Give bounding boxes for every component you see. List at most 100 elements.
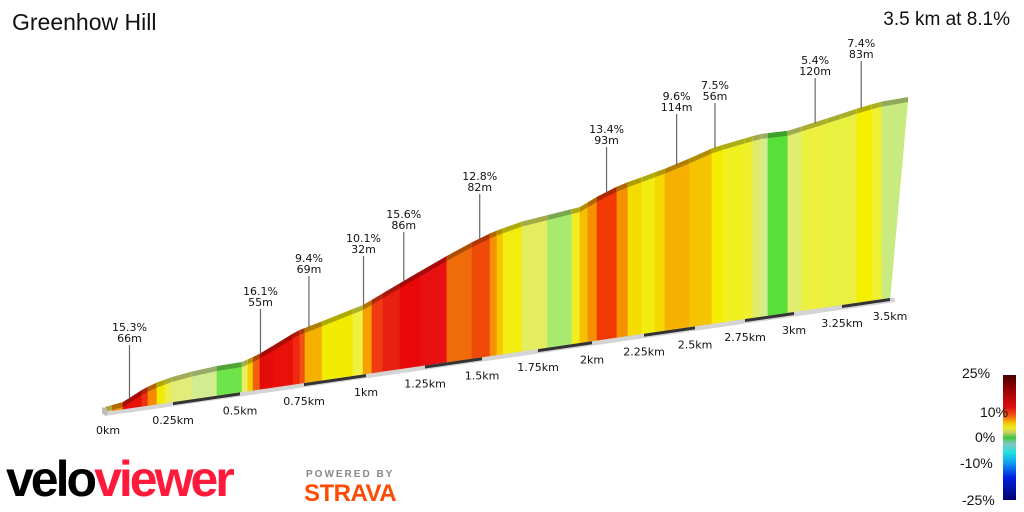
segment-top-surface [490,230,498,239]
veloviewer-logo[interactable]: veloviewer [6,450,235,508]
segment-top-surface [273,333,293,351]
gradient-annotations: 15.3%66m 16.1%55m 9.4%69m 10.1%32m 15.6%86m 1… [112,37,875,399]
segment-top-surface [547,209,572,221]
climb-summary: 3.5 km at 8.1% [883,9,1010,30]
segment-top-surface [165,377,172,385]
baseline-band [173,392,240,406]
legend-label-0: 0% [975,429,996,445]
segment-top-surface [299,327,305,335]
gradient-segment [502,222,523,355]
x-tick-label: 2.75km [724,331,766,344]
distance-baseline [102,298,895,416]
x-tick-label: 3.5km [873,310,908,323]
annotation-length: 120m [799,65,831,78]
annotation-grade: 7.4% [847,37,875,50]
segment-top-surface [322,308,354,327]
segment-top-surface [382,283,400,299]
annotation-length: 32m [351,243,376,256]
annotation-length: 69m [297,263,322,276]
gradient-segment [579,202,589,344]
annotation-grade: 15.3% [112,321,147,334]
gradient-segment [571,207,581,345]
logo-viewer: viewer [94,451,235,507]
x-tick-label: 0.75km [283,395,325,408]
baseline-band [538,341,592,353]
strava-logo[interactable]: STRAVA [304,480,397,507]
segment-top-surface [787,126,802,136]
gradient-segment [871,102,883,301]
segment-top-surface [571,207,580,215]
gradient-segment [489,231,498,357]
x-axis-ticks: 0km 0.25km 0.5km 0.75km 1km 1.25km 1.5km 1.75km… [96,310,907,437]
gradient-segment [299,328,306,385]
gradient-segment [521,215,548,352]
annotation-length: 83m [849,48,874,61]
segment-top-surface [842,108,857,119]
segment-top-surface [503,221,523,234]
segment-top-surface [627,177,642,188]
climb-title: Greenhow Hill [12,9,157,35]
x-tick-label: 1km [354,386,378,399]
segment-top-surface [745,136,754,144]
baseline-band [425,357,482,369]
x-tick-label: 3.25km [821,317,863,330]
gradient-segment [362,300,373,375]
gradient-segment [841,109,858,306]
segment-top-surface [616,182,628,192]
gradient-segment [826,114,843,308]
segment-top-surface [497,228,504,236]
segment-top-surface [253,353,260,362]
gradient-segment [471,233,491,360]
gradient-segment [371,293,384,374]
logo-velo: velo [6,451,97,507]
segment-top-surface [147,382,157,392]
annotation-grade: 16.1% [243,285,278,298]
segment-top-surface [587,196,597,208]
gradient-segment [587,197,598,343]
segment-top-surface [767,130,788,139]
gradient-segment [752,134,763,319]
gradient-segment [496,228,504,356]
gradient-color-scale [1003,375,1016,500]
annotation-grade: 15.6% [386,208,421,221]
annotation-length: 55m [248,296,273,309]
gradient-segment [399,271,421,370]
annotation-length: 114m [661,101,693,114]
annotation-grade: 13.4% [589,123,624,136]
baseline-band [644,326,695,337]
annotation-length: 66m [117,332,142,345]
powered-by-label: POWERED BY [306,469,395,480]
x-tick-label: 0.25km [152,414,194,427]
gradient-segment [787,127,803,314]
segment-top-surface [141,386,148,395]
segment-top-surface [655,168,666,178]
gradient-segment [722,138,746,323]
annotation-length: 82m [467,181,492,194]
segment-top-surface [446,242,472,261]
segment-top-surface [292,329,300,339]
gradient-segment [352,305,364,377]
gradient-segment [664,158,691,332]
x-tick-label: 0.5km [223,404,258,417]
gradient-segment [627,177,643,337]
x-tick-label: 2km [580,353,604,366]
segment-top-surface [579,202,588,213]
annotation-length: 93m [594,134,619,147]
annotation-grade: 7.5% [701,79,729,92]
segment-top-surface [665,158,690,174]
segment-top-surface [753,133,763,142]
segment-top-surface [216,361,243,372]
annotation-length: 86m [391,219,416,232]
x-tick-label: 3km [782,324,806,337]
baseline-band [304,374,366,387]
segment-top-surface [122,389,142,408]
segment-top-surface [522,215,548,227]
segment-top-surface [712,144,723,154]
segment-top-surface [420,255,447,277]
segment-top-surface [363,299,372,310]
gradient-segments [104,97,909,413]
segment-top-surface [762,133,768,139]
segment-top-surface [856,104,872,114]
legend-label-minus10: -10% [960,455,993,471]
